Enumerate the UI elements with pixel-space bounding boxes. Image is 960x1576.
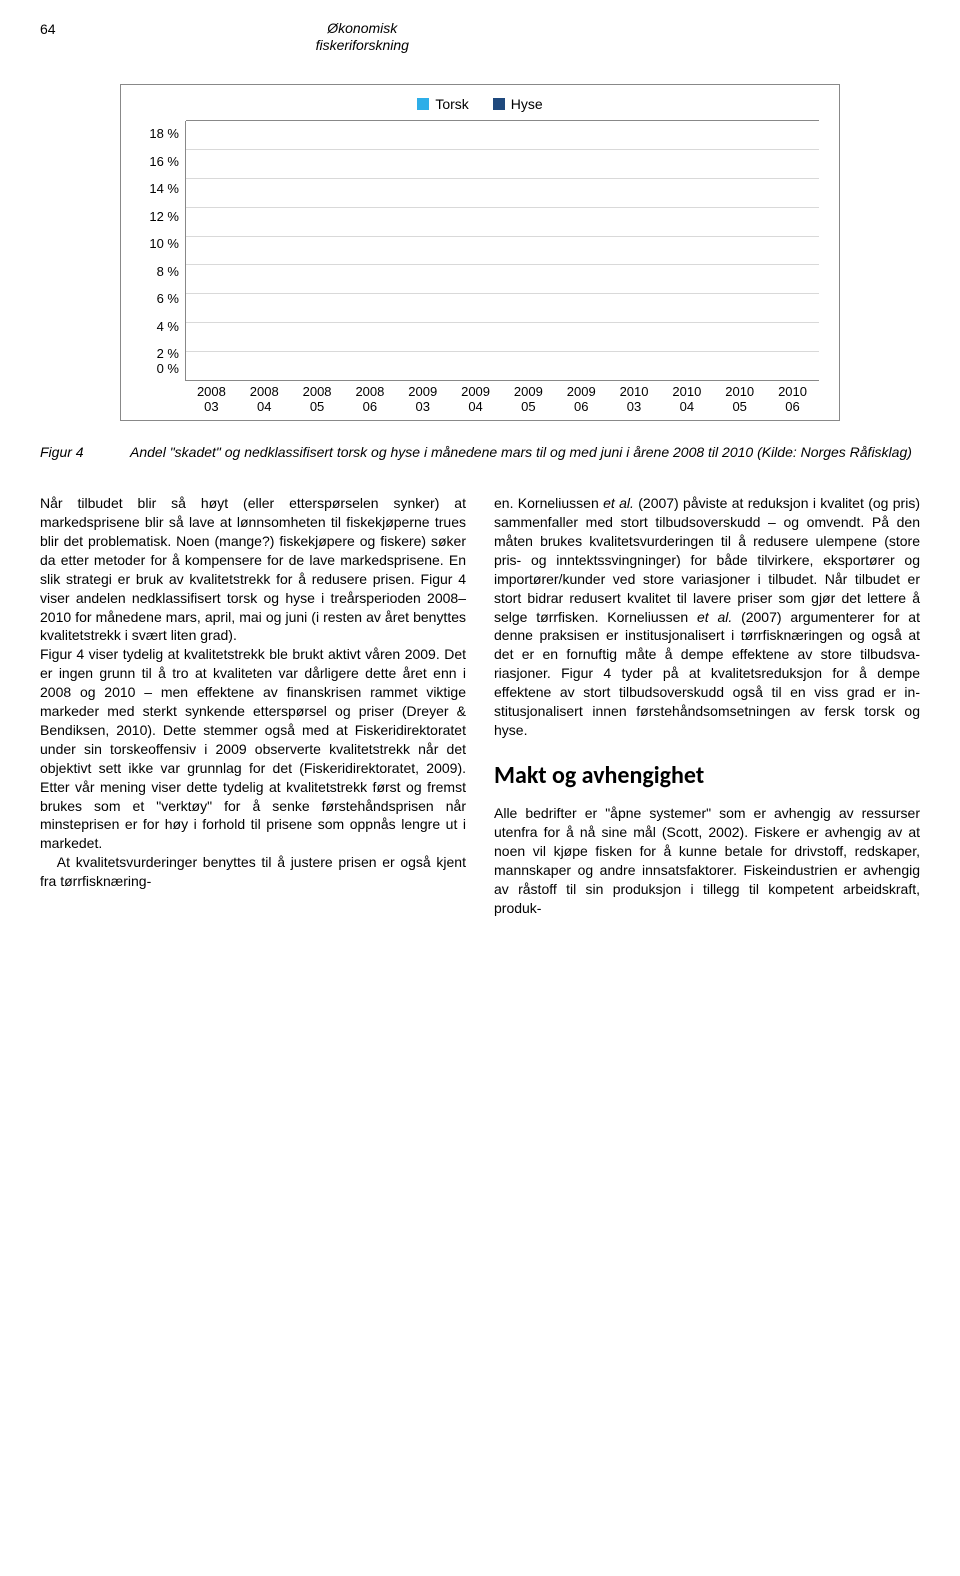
section-heading: Makt og avhengighet — [494, 760, 920, 792]
left-p3: At kvalitetsvurderinger benyttes til å j… — [40, 853, 466, 891]
journal-title-line1: Økonomisk — [327, 20, 397, 36]
x-label: 200803 — [185, 385, 238, 415]
x-axis: 2008032008042008052008062009032009042009… — [185, 385, 819, 415]
x-label: 200805 — [291, 385, 344, 415]
y-tick: 12 % — [149, 210, 179, 223]
y-tick: 4 % — [157, 320, 179, 333]
page-number: 64 — [40, 20, 56, 39]
x-label: 200804 — [238, 385, 291, 415]
x-label: 201003 — [608, 385, 661, 415]
x-label: 200903 — [396, 385, 449, 415]
page-header: 64 Økonomisk fiskeriforskning — [40, 20, 920, 54]
legend-item-torsk: Torsk — [417, 95, 468, 114]
x-label: 201005 — [713, 385, 766, 415]
legend-label-hyse: Hyse — [511, 95, 543, 114]
y-tick: 10 % — [149, 237, 179, 250]
legend-swatch-hyse — [493, 98, 505, 110]
figure-caption: Figur 4 Andel "skadet" og nedklassifiser… — [40, 443, 920, 462]
figure-label: Figur 4 — [40, 443, 130, 462]
left-p2: Figur 4 viser tydelig at kvalitetstrekk … — [40, 645, 466, 853]
legend-swatch-torsk — [417, 98, 429, 110]
legend-item-hyse: Hyse — [493, 95, 543, 114]
right-p1: en. Korneliussen et al. (2007) påviste a… — [494, 494, 920, 740]
body-columns: Når tilbudet blir så høyt (eller ettersp… — [40, 494, 920, 917]
y-tick: 18 % — [149, 127, 179, 140]
journal-title: Økonomisk fiskeriforskning — [316, 20, 409, 54]
x-label: 200806 — [343, 385, 396, 415]
x-label: 201006 — [766, 385, 819, 415]
figure-caption-text: Andel "skadet" og nedklassifisert torsk … — [130, 443, 920, 462]
y-tick: 14 % — [149, 182, 179, 195]
x-label: 200904 — [449, 385, 502, 415]
y-axis: 18 % 16 % 14 % 12 % 10 % 8 % 6 % 4 % 2 % 0 % — [141, 121, 185, 381]
plot-area: 18 % 16 % 14 % 12 % 10 % 8 % 6 % 4 % 2 % 0 % — [141, 121, 819, 381]
y-tick: 8 % — [157, 265, 179, 278]
legend-label-torsk: Torsk — [435, 95, 468, 114]
bars-region — [185, 121, 819, 381]
x-label: 200906 — [555, 385, 608, 415]
chart-legend: Torsk Hyse — [141, 95, 819, 114]
x-label: 200905 — [502, 385, 555, 415]
chart-container: Torsk Hyse 18 % 16 % 14 % 12 % 10 % 8 % 6 % 4 %… — [120, 84, 840, 422]
y-tick: 0 % — [157, 362, 179, 375]
x-label: 201004 — [660, 385, 713, 415]
right-column: en. Korneliussen et al. (2007) påviste a… — [494, 494, 920, 917]
y-tick: 2 % — [157, 347, 179, 360]
right-p2: Alle bedrifter er "åpne systemer" som er… — [494, 804, 920, 917]
y-tick: 6 % — [157, 292, 179, 305]
journal-title-line2: fiskeriforskning — [316, 37, 409, 53]
left-column: Når tilbudet blir så høyt (eller ettersp… — [40, 494, 466, 917]
left-p1: Når tilbudet blir så høyt (eller ettersp… — [40, 494, 466, 645]
y-tick: 16 % — [149, 155, 179, 168]
